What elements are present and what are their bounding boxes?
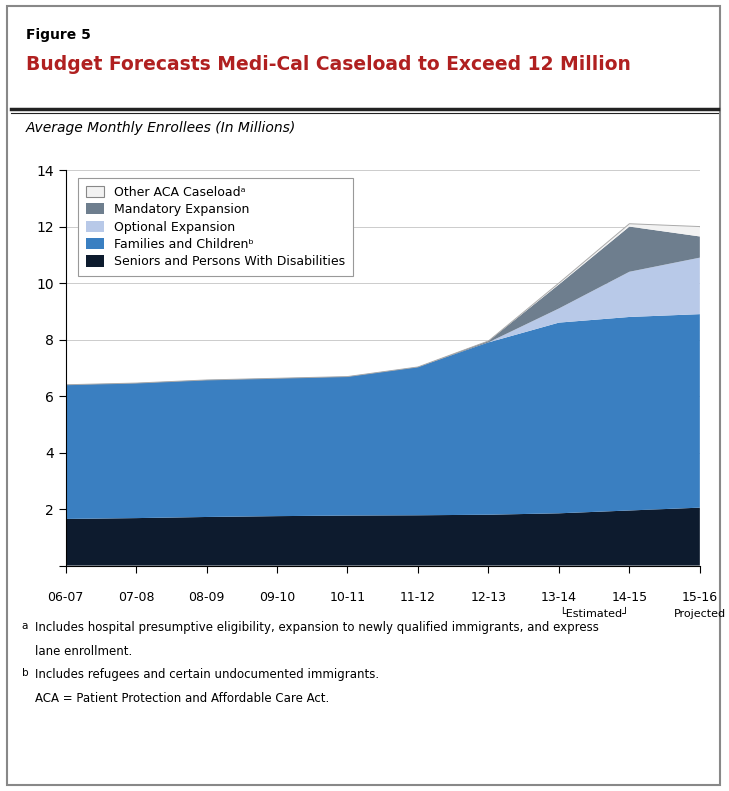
Text: Average Monthly Enrollees (In Millions): Average Monthly Enrollees (In Millions) <box>26 121 296 135</box>
Text: 10-11: 10-11 <box>330 591 365 604</box>
Text: Includes hospital presumptive eligibility, expansion to newly qualified immigran: Includes hospital presumptive eligibilit… <box>35 621 599 634</box>
Text: └Estimated┘: └Estimated┘ <box>559 609 629 619</box>
Text: 15-16: 15-16 <box>682 591 718 604</box>
Text: 12-13: 12-13 <box>470 591 507 604</box>
Text: 13-14: 13-14 <box>541 591 577 604</box>
Text: Projected: Projected <box>674 609 726 619</box>
Text: 09-10: 09-10 <box>259 591 295 604</box>
Text: 06-07: 06-07 <box>47 591 84 604</box>
Text: 11-12: 11-12 <box>400 591 436 604</box>
Text: b: b <box>22 668 28 679</box>
Text: lane enrollment.: lane enrollment. <box>35 645 132 657</box>
Legend: Other ACA Caseloadᵃ, Mandatory Expansion, Optional Expansion, Families and Child: Other ACA Caseloadᵃ, Mandatory Expansion… <box>78 178 353 276</box>
Text: 08-09: 08-09 <box>188 591 225 604</box>
Text: 14-15: 14-15 <box>612 591 647 604</box>
Text: Figure 5: Figure 5 <box>26 28 90 42</box>
Text: a: a <box>22 621 28 631</box>
Text: Includes refugees and certain undocumented immigrants.: Includes refugees and certain undocument… <box>35 668 379 681</box>
Text: 07-08: 07-08 <box>118 591 155 604</box>
Text: Budget Forecasts Medi-Cal Caseload to Exceed 12 Million: Budget Forecasts Medi-Cal Caseload to Ex… <box>26 55 631 74</box>
Text: ACA = Patient Protection and Affordable Care Act.: ACA = Patient Protection and Affordable … <box>35 692 330 705</box>
